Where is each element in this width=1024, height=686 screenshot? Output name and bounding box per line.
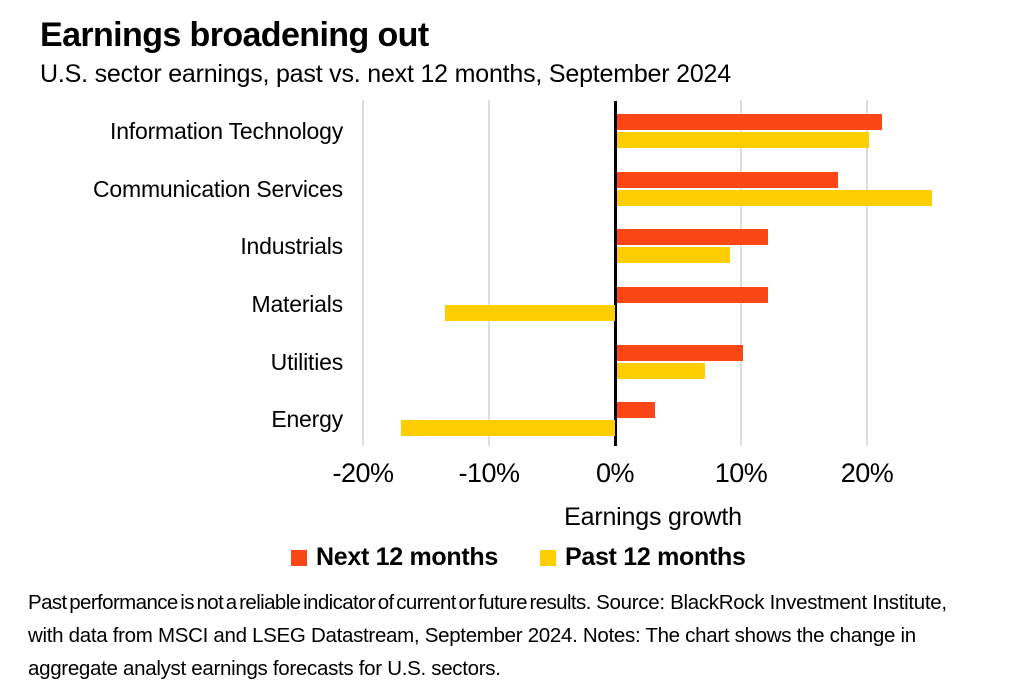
x-tick-label: -20% bbox=[332, 458, 394, 488]
bar bbox=[617, 171, 838, 188]
footnote: Past performance is not a reliable indic… bbox=[28, 586, 980, 685]
category-label: Information Technology bbox=[110, 118, 343, 144]
plot-area bbox=[350, 100, 1010, 446]
x-tick-label: -10% bbox=[458, 458, 520, 488]
category-label: Energy bbox=[271, 406, 343, 433]
legend: Next 12 months Past 12 months bbox=[291, 543, 746, 572]
bar bbox=[617, 247, 731, 264]
x-axis-ticks: -20% -10% 0% 10% 20% bbox=[332, 458, 1010, 488]
zero-axis-line bbox=[613, 101, 617, 446]
gridline bbox=[866, 100, 868, 446]
legend-item: Past 12 months bbox=[539, 543, 746, 572]
x-tick-label: 20% bbox=[840, 458, 894, 488]
bar bbox=[617, 362, 706, 379]
chart-title: Earnings broadening out bbox=[40, 16, 429, 54]
bar bbox=[617, 132, 869, 148]
bar bbox=[617, 344, 743, 361]
bar bbox=[400, 420, 615, 437]
category-label: Materials bbox=[251, 290, 343, 317]
footnote-disclaimer: Past performance is not a reliable indic… bbox=[28, 591, 591, 614]
gridline bbox=[740, 100, 742, 446]
legend-swatch-icon bbox=[539, 549, 556, 566]
legend-swatch-icon bbox=[291, 549, 307, 566]
bar bbox=[444, 304, 615, 321]
bar bbox=[617, 402, 655, 419]
x-tick-label: 10% bbox=[714, 458, 768, 488]
x-tick-label: 0% bbox=[595, 458, 635, 488]
bar bbox=[617, 189, 932, 206]
category-label: Industrials bbox=[240, 233, 343, 260]
legend-item: Next 12 months bbox=[291, 543, 498, 572]
gridline bbox=[362, 100, 364, 446]
bar bbox=[617, 114, 882, 130]
legend-label: Next 12 months bbox=[316, 543, 498, 571]
gridline bbox=[488, 100, 490, 446]
legend-label: Past 12 months bbox=[564, 543, 746, 571]
category-label: Utilities bbox=[270, 348, 344, 375]
x-axis-title: Earnings growth bbox=[564, 503, 742, 531]
footnote-source: Source: BlackRock Investment Institute, … bbox=[28, 591, 947, 680]
bar bbox=[617, 286, 769, 303]
chart-subtitle: U.S. sector earnings, past vs. next 12 m… bbox=[40, 60, 731, 88]
bar bbox=[617, 229, 769, 246]
category-axis: Information Technology Communication Serv… bbox=[0, 100, 343, 446]
category-label: Communication Services bbox=[93, 175, 343, 202]
